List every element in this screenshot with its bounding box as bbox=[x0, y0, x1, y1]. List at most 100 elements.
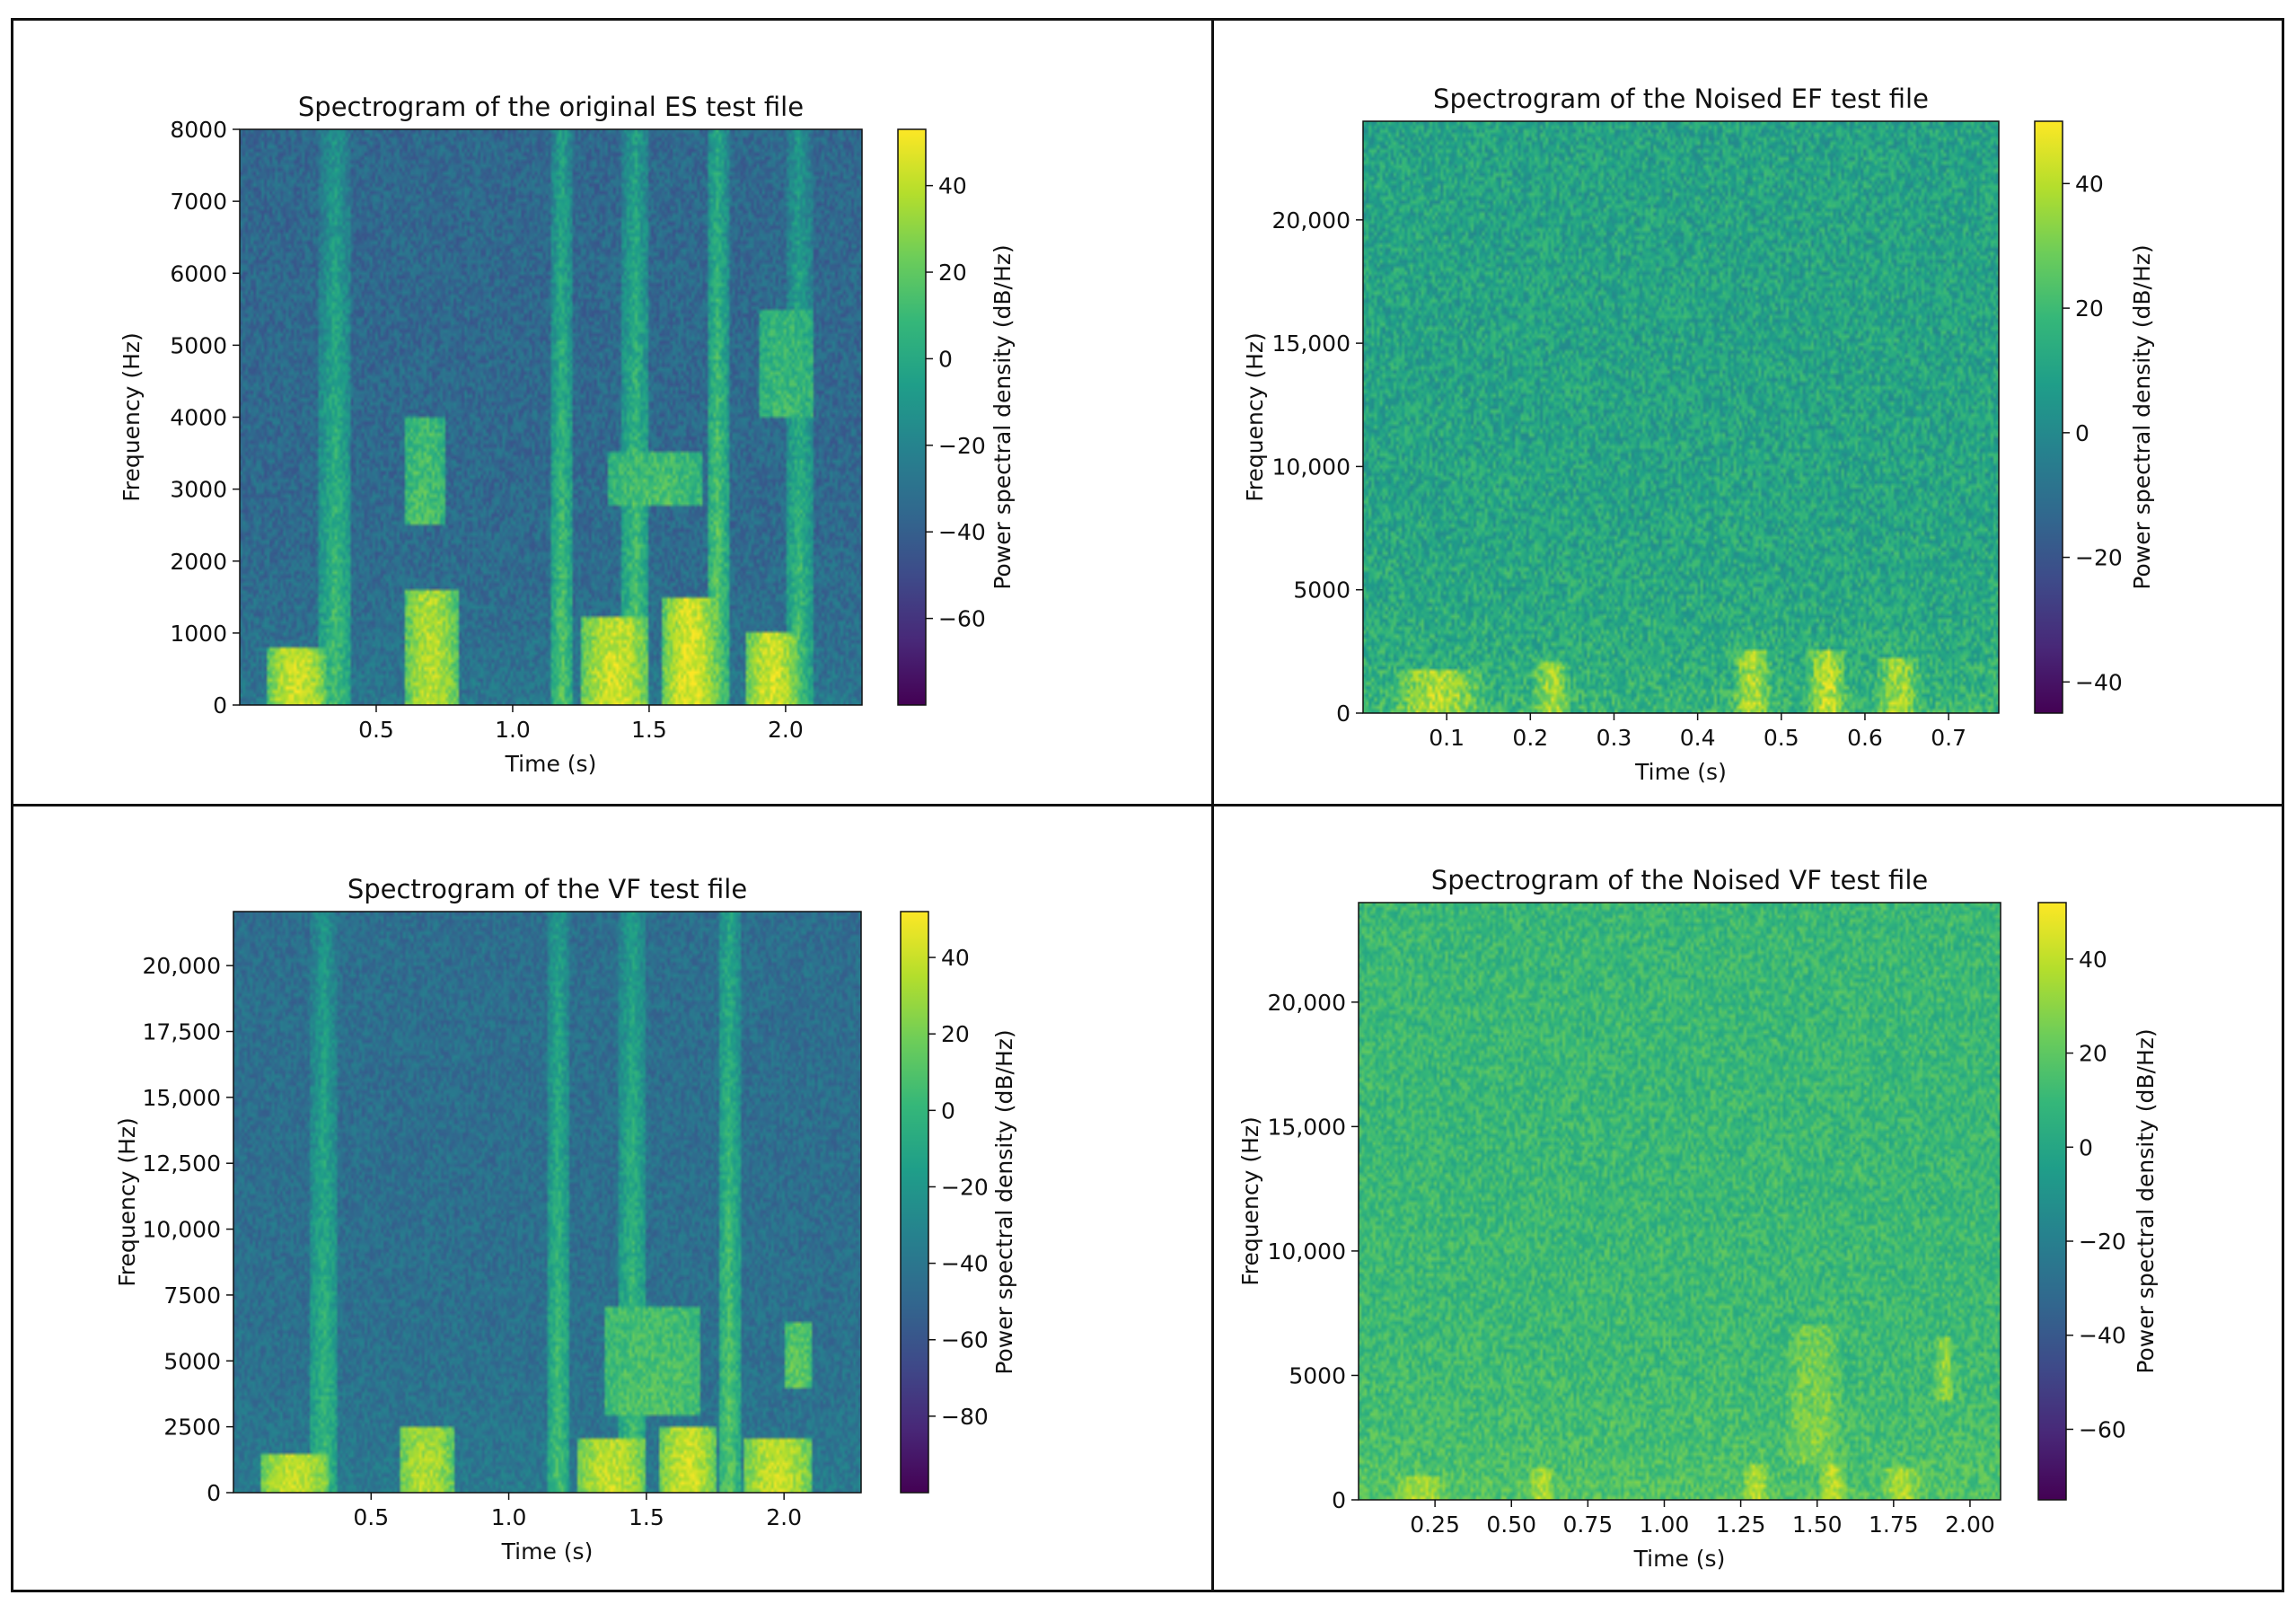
y-tick-label: 10,000 bbox=[1268, 1238, 1346, 1265]
colorbar-tick-label: 40 bbox=[2079, 947, 2107, 973]
colorbar-tick-label: −80 bbox=[941, 1404, 989, 1430]
y-tick-label: 5000 bbox=[1293, 577, 1350, 604]
colorbar-tick-label: 20 bbox=[938, 260, 967, 286]
colorbar-tick-label: −60 bbox=[941, 1327, 989, 1353]
colorbar-tick-label: 40 bbox=[938, 173, 967, 199]
spectrogram-panel-vf: Spectrogram of the VF test file 0.5 1.0 1.5… bbox=[13, 806, 1208, 1579]
y-tick-label: 1000 bbox=[170, 621, 227, 647]
y-tick-label: 17,500 bbox=[143, 1019, 221, 1045]
colorbar-tick-label: −20 bbox=[938, 433, 986, 459]
x-tick-label: 2.0 bbox=[766, 1504, 802, 1530]
colorbar-tick-label: 0 bbox=[2079, 1134, 2093, 1160]
colorbar-tick-label: 40 bbox=[941, 945, 970, 971]
x-tick-label: 0.50 bbox=[1486, 1512, 1536, 1538]
colorbar-tick-label: −60 bbox=[938, 606, 986, 632]
x-tick-label: 0.6 bbox=[1847, 725, 1883, 751]
colorbar-label: Power spectral density (dB/Hz) bbox=[2133, 1028, 2159, 1373]
y-tick-label: 0 bbox=[1336, 701, 1350, 727]
x-tick-label: 1.5 bbox=[629, 1504, 664, 1530]
colorbar-tick-label: 20 bbox=[2079, 1041, 2107, 1067]
spectrogram-panel-noised-ef: Spectrogram of the Noised EF test file 0.… bbox=[1214, 21, 2296, 793]
x-tick-label: 1.25 bbox=[1716, 1512, 1766, 1538]
y-tick-label: 7500 bbox=[163, 1282, 221, 1309]
axes-frame bbox=[233, 911, 862, 1494]
chart-title: Spectrogram of the Noised VF test file bbox=[1431, 865, 1928, 895]
x-axis-label: Time (s) bbox=[501, 1538, 594, 1565]
colorbar-tick-label: −40 bbox=[938, 519, 986, 545]
spectrogram-pixels bbox=[1363, 121, 1999, 713]
colorbar-tick-label: 0 bbox=[938, 346, 953, 372]
y-tick-label: 5000 bbox=[163, 1348, 221, 1374]
x-tick-label: 0.75 bbox=[1563, 1512, 1614, 1538]
y-axis-label: Frequency (Hz) bbox=[1237, 1116, 1263, 1286]
colorbar-tick-label: −40 bbox=[2079, 1323, 2126, 1349]
x-tick-label: 0.5 bbox=[358, 717, 394, 743]
y-tick-label: 12,500 bbox=[143, 1150, 221, 1177]
spectrogram-heatmap bbox=[240, 129, 862, 705]
x-tick-label: 0.7 bbox=[1931, 725, 1966, 751]
x-tick-label: 0.2 bbox=[1512, 725, 1548, 751]
y-tick-label: 5000 bbox=[170, 332, 227, 358]
y-tick-label: 2500 bbox=[163, 1415, 221, 1441]
axes-frame bbox=[1358, 902, 2001, 1501]
colorbar-tick-label: −20 bbox=[2079, 1229, 2126, 1255]
y-tick-label: 10,000 bbox=[143, 1217, 221, 1243]
y-tick-label: 8000 bbox=[170, 117, 227, 143]
border-top bbox=[11, 18, 2284, 21]
colorbar-label: Power spectral density (dB/Hz) bbox=[991, 1029, 1017, 1374]
x-tick-label: 2.0 bbox=[768, 717, 804, 743]
colorbar-tick-label: 20 bbox=[2075, 295, 2104, 322]
colorbar-tick-label: 20 bbox=[941, 1021, 970, 1047]
y-tick-label: 5000 bbox=[1289, 1362, 1346, 1388]
spectrogram-svg: Spectrogram of the Noised VF test file 0.… bbox=[1237, 865, 2159, 1572]
x-tick-label: 2.00 bbox=[1945, 1512, 1995, 1538]
x-tick-label: 0.1 bbox=[1429, 725, 1465, 751]
chart-title: Spectrogram of the VF test file bbox=[347, 874, 747, 904]
x-tick-label: 1.00 bbox=[1640, 1512, 1690, 1538]
colorbar-label: Power spectral density (dB/Hz) bbox=[2129, 244, 2155, 589]
y-axis-label: Frequency (Hz) bbox=[114, 1117, 140, 1287]
colorbar bbox=[897, 128, 927, 706]
x-axis-label: Time (s) bbox=[1634, 759, 1727, 785]
colorbar-tick-label: −20 bbox=[941, 1174, 989, 1200]
x-tick-label: 0.5 bbox=[353, 1504, 389, 1530]
y-axis-label: Frequency (Hz) bbox=[119, 332, 145, 502]
x-tick-label: 0.5 bbox=[1764, 725, 1799, 751]
colorbar-tick-label: −40 bbox=[941, 1251, 989, 1277]
x-tick-label: 1.0 bbox=[495, 717, 531, 743]
y-tick-label: 10,000 bbox=[1272, 454, 1350, 480]
spectrogram-pixels bbox=[240, 129, 862, 705]
chart-title: Spectrogram of the Noised EF test file bbox=[1433, 84, 1929, 114]
colorbar-tick-label: 40 bbox=[2075, 171, 2104, 197]
spectrogram-heatmap bbox=[233, 912, 861, 1493]
x-tick-label: 0.25 bbox=[1410, 1512, 1460, 1538]
border-bottom bbox=[11, 1590, 2284, 1592]
y-tick-label: 3000 bbox=[170, 477, 227, 503]
y-tick-label: 0 bbox=[213, 692, 227, 718]
colorbar bbox=[2037, 902, 2067, 1501]
colorbar-tick-label: −20 bbox=[2075, 545, 2123, 571]
y-tick-label: 0 bbox=[207, 1480, 221, 1506]
y-tick-label: 20,000 bbox=[1268, 990, 1346, 1016]
colorbar-tick-label: 0 bbox=[941, 1097, 955, 1124]
y-tick-label: 6000 bbox=[170, 260, 227, 286]
y-tick-label: 2000 bbox=[170, 549, 227, 575]
colorbar-tick-label: 0 bbox=[2075, 420, 2089, 446]
spectrogram-panel-noised-vf: Spectrogram of the Noised VF test file 0.… bbox=[1214, 806, 2296, 1579]
spectrogram-heatmap bbox=[1363, 121, 1999, 713]
y-tick-label: 20,000 bbox=[143, 953, 221, 979]
x-tick-label: 0.3 bbox=[1597, 725, 1632, 751]
spectrogram-svg: Spectrogram of the VF test file 0.5 1.0 1.5… bbox=[114, 874, 1017, 1565]
colorbar bbox=[900, 911, 929, 1494]
x-tick-label: 1.5 bbox=[631, 717, 667, 743]
x-tick-label: 1.75 bbox=[1869, 1512, 1919, 1538]
spectrogram-panel-original-es: Spectrogram of the original ES test file… bbox=[13, 21, 1208, 793]
x-tick-label: 1.0 bbox=[491, 1504, 527, 1530]
y-tick-label: 15,000 bbox=[1272, 331, 1350, 357]
y-tick-label: 4000 bbox=[170, 405, 227, 431]
y-tick-label: 15,000 bbox=[1268, 1114, 1346, 1140]
x-axis-label: Time (s) bbox=[1633, 1546, 1726, 1572]
y-tick-label: 20,000 bbox=[1272, 207, 1350, 234]
colorbar bbox=[2034, 120, 2063, 714]
